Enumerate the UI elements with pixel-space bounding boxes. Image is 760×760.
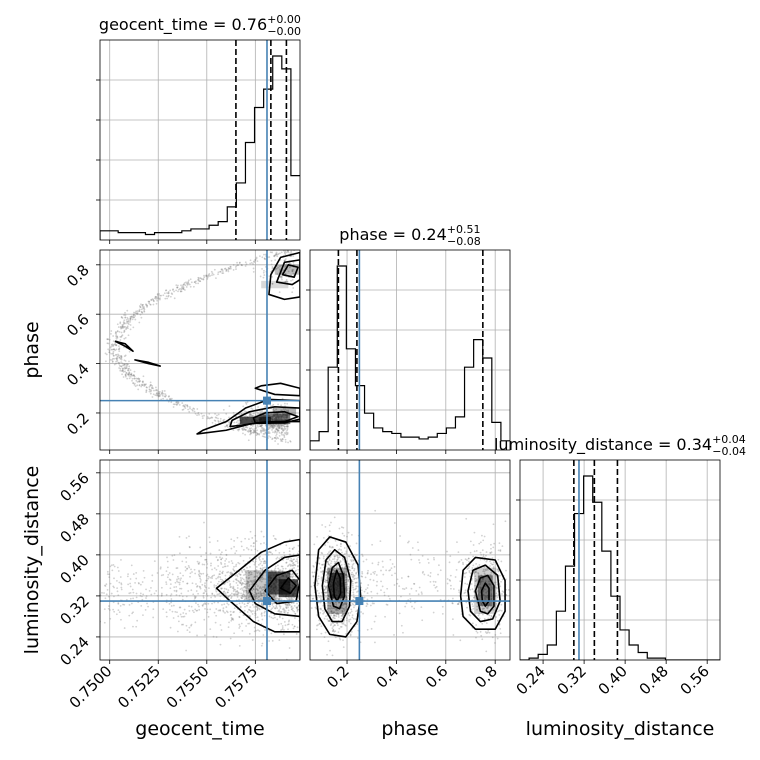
tick-label-x-phase-2: 0.6 — [422, 662, 452, 692]
panel-1d-geocent_time-content — [100, 40, 300, 240]
panel-border-geocent_time — [99, 39, 301, 241]
tick-label-x-geocent_time-0: 0.7500 — [66, 662, 116, 712]
contour-0-3 — [254, 382, 300, 397]
contour-2-0 — [314, 536, 362, 638]
title-value-luminosity_distance: luminosity_distance = 0.34 — [494, 435, 712, 455]
title-value-geocent_time: geocent_time = 0.76 — [99, 15, 267, 35]
samples-geocent_time-phase — [104, 250, 296, 445]
contour-1-2 — [264, 569, 300, 605]
tick-label-x-luminosity_distance-1: 0.32 — [554, 662, 590, 698]
panel-title-geocent_time: geocent_time = 0.76+0.00 −0.00 — [99, 13, 301, 38]
contour-1-3 — [279, 577, 297, 595]
contour-1-0 — [215, 538, 300, 633]
tick-label-y-luminosity_distance-3: 0.48 — [56, 510, 92, 546]
contour-0-8 — [134, 359, 161, 367]
title-minus-geocent_time: −0.00 — [267, 25, 301, 38]
panel-1d-geocent_time: geocent_time = 0.76+0.00 −0.00 — [96, 13, 301, 244]
density-cell-0-3 — [274, 264, 300, 275]
histogram-phase — [310, 265, 510, 450]
title-plus-luminosity_distance: +0.04 — [712, 433, 746, 446]
contour-0-2 — [252, 410, 299, 424]
density-cell-0-4 — [261, 280, 289, 289]
axis-label-x-geocent_time: geocent_time — [135, 718, 264, 740]
tick-label-y-phase-3: 0.8 — [63, 261, 93, 291]
contour-1-1 — [248, 554, 300, 618]
title-plus-geocent_time: +0.00 — [267, 13, 301, 26]
truth-marker-geocent_time-luminosity_distance — [262, 597, 271, 606]
tick-label-x-luminosity_distance-3: 0.48 — [636, 662, 672, 698]
contour-0-5 — [275, 259, 300, 286]
tick-label-x-luminosity_distance-4: 0.56 — [677, 662, 713, 698]
contour-2-1 — [321, 548, 352, 623]
panel-border-geocent_time-luminosity_distance — [99, 459, 301, 661]
tick-label-y-luminosity_distance-0: 0.24 — [56, 633, 92, 669]
axis-label-y-luminosity_distance: luminosity_distance — [21, 466, 43, 655]
contour-2-6 — [474, 574, 495, 615]
contour-2-2 — [327, 561, 346, 610]
panel-border-phase-luminosity_distance — [309, 459, 511, 661]
tick-label-x-geocent_time-1: 0.7525 — [114, 662, 164, 712]
tick-label-x-luminosity_distance-2: 0.40 — [595, 662, 631, 698]
panel-2d-geocent_time-phase: 0.2 0.4 0.6 0.8 — [63, 249, 301, 454]
panel-title-phase: phase = 0.24+0.51 −0.08 — [339, 223, 480, 248]
panel-1d-phase-content — [310, 250, 510, 450]
contour-2-4 — [459, 556, 506, 631]
panel-border-geocent_time-phase — [99, 249, 301, 451]
tick-label-y-phase-2: 0.6 — [63, 310, 93, 340]
tick-label-x-geocent_time-2: 0.7550 — [163, 662, 213, 712]
panel-2d-geocent_time-luminosity_distance-content — [100, 460, 300, 660]
panel-2d-phase-luminosity_distance: 0.2 0.4 0.6 0.8 — [306, 459, 511, 692]
title-minus-phase: −0.08 — [447, 235, 481, 248]
panel-2d-phase-luminosity_distance-content — [310, 460, 510, 660]
tick-label-x-phase-3: 0.8 — [471, 662, 501, 692]
axis-label-y-phase: phase — [21, 321, 43, 378]
histogram-geocent_time — [100, 55, 300, 240]
tick-label-y-luminosity_distance-2: 0.40 — [56, 551, 92, 587]
panel-1d-phase: phase = 0.24+0.51 −0.08 — [306, 223, 511, 454]
contour-0-4 — [268, 251, 300, 301]
tick-label-x-phase-1: 0.4 — [373, 662, 403, 692]
density-cell-0-1 — [259, 414, 291, 425]
tick-label-y-luminosity_distance-1: 0.32 — [56, 592, 92, 628]
tick-label-y-phase-1: 0.4 — [63, 360, 93, 390]
panel-1d-luminosity_distance-content — [520, 460, 720, 660]
tick-label-y-phase-0: 0.2 — [63, 409, 93, 439]
tick-label-x-luminosity_distance-0: 0.24 — [513, 662, 549, 698]
tick-label-y-luminosity_distance-4: 0.56 — [56, 469, 92, 505]
contour-0-7 — [114, 340, 134, 353]
contour-2-3 — [332, 569, 342, 602]
title-minus-luminosity_distance: −0.04 — [712, 445, 746, 458]
title-plus-phase: +0.51 — [447, 223, 481, 236]
contour-0-6 — [281, 264, 299, 278]
truth-marker-geocent_time-phase — [262, 396, 271, 405]
histogram-luminosity_distance — [520, 475, 720, 660]
axis-label-x-phase: phase — [381, 718, 438, 740]
tick-label-x-phase-0: 0.2 — [323, 662, 353, 692]
panel-border-luminosity_distance — [519, 459, 721, 661]
panel-1d-luminosity_distance: 0.24 0.32 0.40 0.48 0.56 luminosity_distance … — [494, 433, 746, 698]
density-cell-0-0 — [239, 416, 271, 425]
panel-2d-geocent_time-phase-content — [100, 250, 300, 450]
contour-0-0 — [196, 398, 300, 435]
tick-label-x-geocent_time-3: 0.7575 — [211, 662, 261, 712]
truth-marker-phase-luminosity_distance — [355, 597, 364, 606]
axis-label-x-luminosity_distance: luminosity_distance — [526, 718, 715, 740]
panel-title-luminosity_distance: luminosity_distance = 0.34+0.04 −0.04 — [494, 433, 746, 458]
panel-border-phase — [309, 249, 511, 451]
title-value-phase: phase = 0.24 — [339, 225, 446, 244]
